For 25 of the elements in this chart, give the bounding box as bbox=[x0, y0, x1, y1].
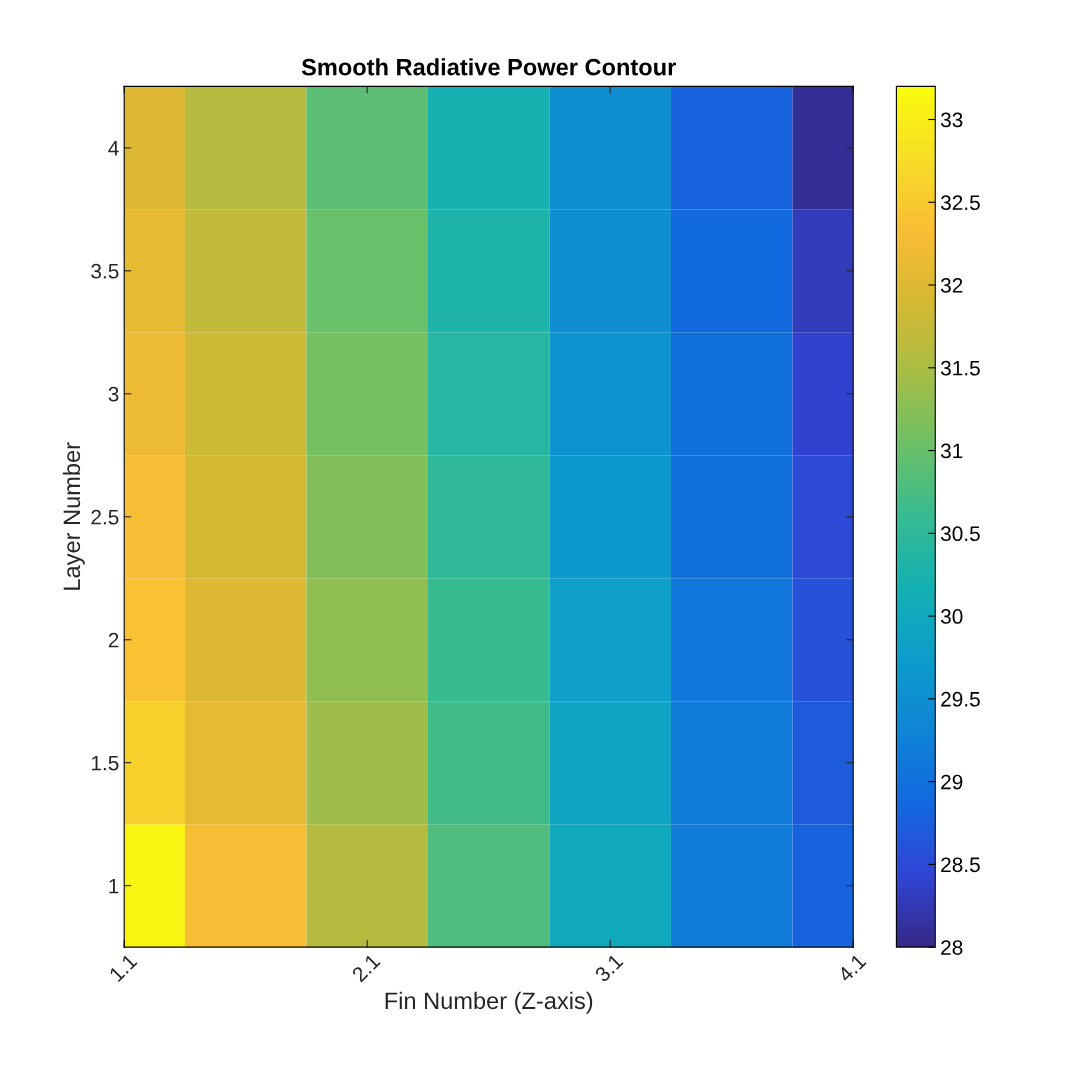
color-bar-label: 32.5 bbox=[940, 195, 980, 211]
color-bar-label: 28.5 bbox=[941, 857, 980, 873]
color-bar-label: 31.5 bbox=[940, 360, 980, 376]
y-axis-title: Layer Number bbox=[62, 442, 85, 590]
y-tick-label: 1 bbox=[109, 878, 119, 894]
y-tick-label: 3.5 bbox=[91, 263, 119, 279]
color-bar-label: 31 bbox=[940, 443, 963, 459]
color-bar-label: 28 bbox=[941, 940, 963, 955]
y-tick-label: 2 bbox=[108, 632, 119, 648]
color-bar-label: 33 bbox=[940, 112, 963, 128]
x-axis-title: Fin Number (Z-axis) bbox=[385, 991, 593, 1014]
color-bar-label: 30 bbox=[940, 609, 963, 624]
color-bar-label: 29 bbox=[941, 774, 963, 790]
x-tick-label: 3.1 bbox=[594, 953, 624, 983]
color-bar-label: 30.5 bbox=[940, 526, 980, 542]
x-tick-label: 4.1 bbox=[836, 953, 867, 983]
chart-title: Smooth Radiative Power Contour bbox=[301, 58, 676, 76]
x-tick-label: 1.1 bbox=[108, 953, 138, 983]
x-tick-label: 2.1 bbox=[351, 953, 381, 983]
color-bar-label: 29.5 bbox=[941, 691, 980, 707]
y-tick-label: 3 bbox=[108, 386, 119, 402]
y-tick-label: 1.5 bbox=[91, 755, 119, 771]
color-bar-label: 32 bbox=[940, 278, 963, 293]
y-tick-label: 4 bbox=[108, 141, 119, 156]
y-tick-label: 2.5 bbox=[91, 509, 119, 525]
